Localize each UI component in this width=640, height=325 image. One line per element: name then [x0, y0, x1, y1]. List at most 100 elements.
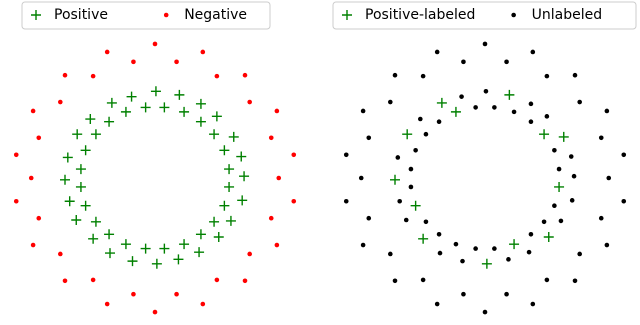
data-point	[228, 131, 239, 142]
data-point	[214, 277, 220, 283]
data-point	[174, 59, 179, 65]
data-point	[36, 135, 42, 141]
data-point	[366, 135, 372, 141]
data-point	[577, 251, 582, 257]
data-point	[530, 301, 536, 307]
data-point	[173, 254, 184, 265]
data-point	[460, 258, 465, 264]
data-point	[509, 239, 520, 250]
data-point	[236, 151, 247, 162]
data-point	[150, 86, 161, 97]
data-point	[543, 231, 554, 242]
data-point	[151, 258, 162, 269]
data-point	[423, 131, 429, 137]
data-point	[420, 73, 426, 79]
data-point	[343, 198, 349, 204]
data-point	[436, 97, 447, 108]
data-point	[453, 241, 459, 247]
data-point	[152, 41, 158, 47]
data-point	[71, 215, 82, 226]
legend-box	[21, 1, 271, 30]
data-point	[552, 147, 557, 153]
data-point	[366, 215, 372, 221]
data-point	[360, 242, 366, 248]
data-point	[544, 277, 550, 283]
data-point	[200, 49, 206, 55]
legend-marker	[511, 12, 516, 18]
data-point	[450, 106, 461, 117]
data-point	[504, 89, 515, 100]
data-point	[598, 215, 604, 221]
data-point	[120, 239, 131, 250]
legend-marker	[342, 10, 352, 20]
data-point	[434, 301, 440, 307]
data-point	[88, 233, 99, 244]
data-point	[571, 173, 577, 179]
data-point	[504, 291, 509, 297]
data-point	[58, 251, 63, 257]
data-point	[62, 152, 73, 163]
data-point	[140, 243, 151, 254]
data-point	[526, 249, 532, 255]
data-point	[195, 229, 206, 240]
data-point	[568, 154, 574, 159]
data-point	[388, 251, 393, 257]
data-point	[209, 216, 220, 227]
data-point	[511, 109, 517, 115]
data-point	[528, 232, 534, 237]
data-point	[237, 195, 248, 206]
data-point	[75, 164, 86, 175]
data-point	[268, 215, 274, 221]
data-point	[174, 291, 179, 297]
data-point	[219, 200, 230, 211]
data-point	[606, 175, 612, 181]
data-point	[247, 99, 252, 105]
data-point	[268, 135, 274, 141]
data-point	[213, 231, 224, 242]
data-point	[127, 256, 138, 267]
data-point	[604, 242, 610, 248]
data-point	[554, 181, 565, 192]
data-point	[104, 229, 115, 240]
data-point	[291, 198, 297, 204]
data-point	[482, 309, 488, 315]
data-point	[274, 242, 280, 248]
data-point	[62, 72, 68, 78]
data-point	[195, 98, 206, 109]
data-point	[492, 246, 497, 251]
data-point	[358, 175, 364, 181]
data-point	[239, 171, 250, 182]
data-point	[539, 129, 550, 140]
data-point	[558, 218, 564, 224]
data-point	[434, 49, 440, 55]
data-point	[530, 49, 536, 55]
data-point	[242, 72, 248, 78]
data-point	[219, 145, 230, 156]
legend-marker	[31, 10, 41, 20]
data-point	[60, 174, 70, 185]
data-point	[544, 114, 550, 119]
legend-label: Positive	[54, 7, 108, 23]
data-point	[225, 215, 236, 226]
data-point	[13, 152, 19, 158]
data-point	[276, 175, 282, 181]
data-point	[397, 198, 402, 204]
data-point	[402, 129, 413, 140]
data-point	[90, 73, 96, 79]
data-point	[556, 166, 562, 172]
data-point	[152, 309, 158, 315]
data-point	[194, 247, 205, 258]
data-point	[544, 73, 550, 79]
data-point	[85, 114, 96, 125]
data-point	[388, 99, 393, 105]
data-point	[291, 152, 297, 158]
data-point	[572, 278, 578, 284]
data-point	[569, 198, 575, 203]
data-point	[390, 174, 400, 185]
legend-label: Positive-labeled	[365, 7, 475, 23]
data-point	[408, 184, 414, 190]
data-point	[343, 152, 349, 158]
data-point	[552, 203, 557, 209]
data-point	[504, 59, 509, 65]
data-point	[483, 89, 489, 94]
